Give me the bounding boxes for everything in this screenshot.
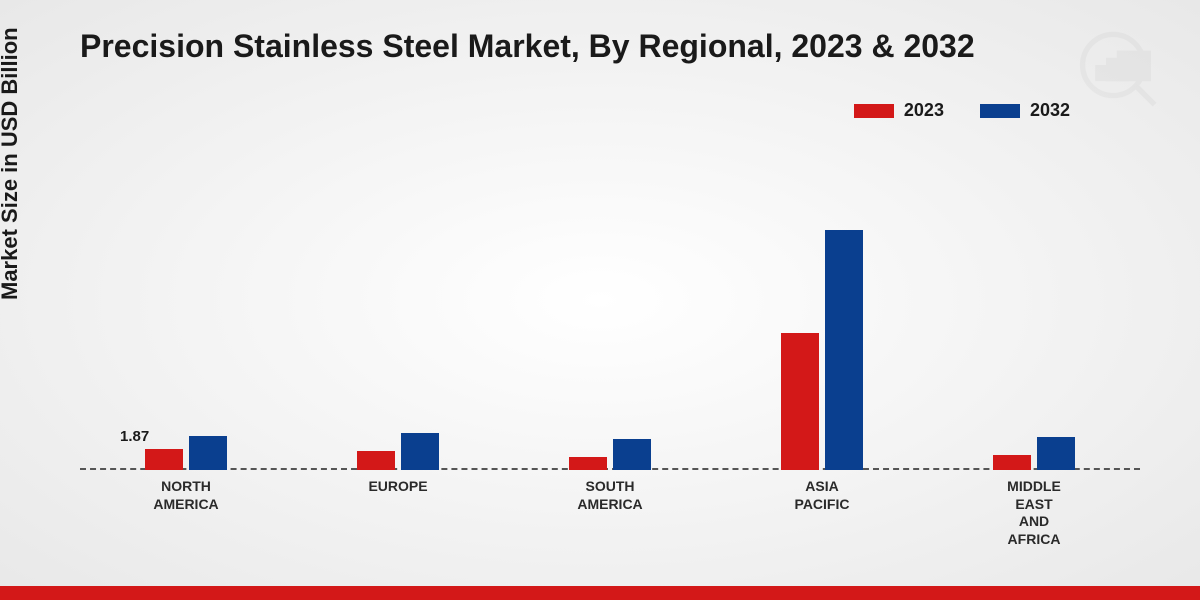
- x-axis-labels: NORTHAMERICA EUROPE SOUTHAMERICA ASIAPACIFI…: [80, 478, 1140, 568]
- watermark-logo-icon: [1070, 20, 1160, 110]
- bar-eu-2032: [401, 433, 439, 470]
- bar-eu-2023: [357, 451, 395, 470]
- bar-sa-2032: [613, 439, 651, 470]
- bar-mea-2032: [1037, 437, 1075, 470]
- footer-accent-bar: [0, 586, 1200, 600]
- chart-page: Precision Stainless Steel Market, By Reg…: [0, 0, 1200, 600]
- plot-area: 1.87: [80, 150, 1140, 470]
- bar-na-2023: [145, 449, 183, 470]
- chart-title: Precision Stainless Steel Market, By Reg…: [80, 28, 975, 65]
- x-label-sa: SOUTHAMERICA: [550, 478, 670, 513]
- bar-group-ap: [762, 230, 882, 470]
- legend-item-2023: 2023: [854, 100, 944, 121]
- legend-swatch-2032: [980, 104, 1020, 118]
- bar-sa-2023: [569, 457, 607, 470]
- legend-swatch-2023: [854, 104, 894, 118]
- legend-item-2032: 2032: [980, 100, 1070, 121]
- x-label-na: NORTHAMERICA: [126, 478, 246, 513]
- legend-label-2023: 2023: [904, 100, 944, 121]
- x-label-ap: ASIAPACIFIC: [762, 478, 882, 513]
- bar-group-sa: [550, 439, 670, 470]
- legend-label-2032: 2032: [1030, 100, 1070, 121]
- x-label-eu: EUROPE: [338, 478, 458, 496]
- value-label-na-2023: 1.87: [120, 428, 149, 445]
- x-label-mea: MIDDLEEASTANDAFRICA: [974, 478, 1094, 548]
- bar-mea-2023: [993, 455, 1031, 470]
- legend: 2023 2032: [854, 100, 1070, 121]
- bar-na-2032: [189, 436, 227, 470]
- bar-group-mea: [974, 437, 1094, 470]
- bar-group-eu: [338, 433, 458, 470]
- y-axis-label: Market Size in USD Billion: [0, 27, 23, 300]
- bar-ap-2032: [825, 230, 863, 470]
- bar-ap-2023: [781, 333, 819, 470]
